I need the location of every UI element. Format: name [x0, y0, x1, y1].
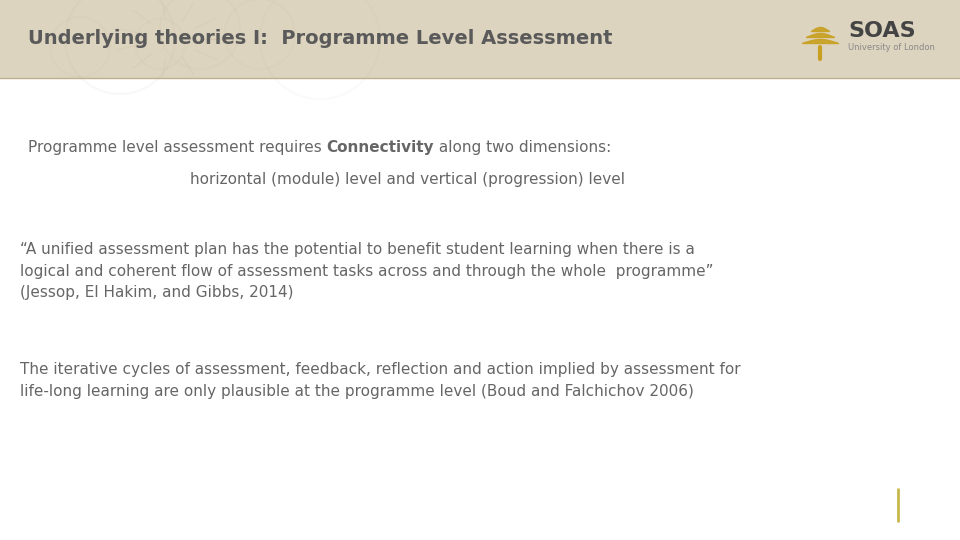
Text: The iterative cycles of assessment, feedback, reflection and action implied by a: The iterative cycles of assessment, feed…: [20, 362, 740, 399]
Text: Connectivity: Connectivity: [326, 140, 434, 155]
Text: University of London: University of London: [848, 43, 935, 51]
Text: horizontal (module) level and vertical (progression) level: horizontal (module) level and vertical (…: [190, 172, 625, 187]
Text: SOAS: SOAS: [848, 21, 916, 41]
Text: along two dimensions:: along two dimensions:: [434, 140, 612, 155]
Text: Programme level assessment requires: Programme level assessment requires: [28, 140, 326, 155]
Text: “A unified assessment plan has the potential to benefit student learning when th: “A unified assessment plan has the poten…: [20, 242, 713, 300]
Bar: [0, 0, 960, 78]
Bar: [0, 78, 960, 540]
Text: Underlying theories I:  Programme Level Assessment: Underlying theories I: Programme Level A…: [28, 30, 612, 49]
